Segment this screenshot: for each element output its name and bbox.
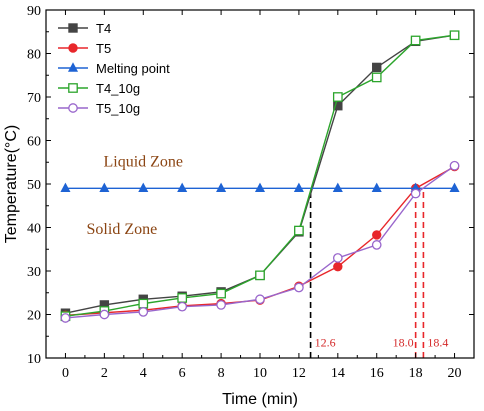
point-2-7 [332, 182, 343, 193]
vline-label-2: 18.4 [427, 336, 448, 350]
point-4-10 [449, 160, 460, 171]
x-tick-label-4: 8 [218, 366, 225, 381]
x-tick-label-9: 18 [409, 366, 423, 381]
legend-label-2: Melting point [96, 61, 170, 76]
legend-marker-0 [68, 23, 78, 33]
legend-label-3: T4_10g [96, 81, 140, 96]
y-tick-label-6: 70 [27, 91, 41, 106]
point-2-1 [99, 182, 110, 193]
x-tick-label-2: 4 [140, 366, 147, 381]
point-4-2 [138, 307, 149, 317]
y-tick-label-2: 30 [27, 265, 41, 280]
x-axis-label: Time (min) [222, 391, 298, 408]
zone-label-0: Liquid Zone [103, 154, 183, 171]
point-4-6 [294, 282, 304, 293]
point-3-5 [255, 270, 265, 281]
legend-entry-4: T5_10g [58, 101, 140, 116]
legend-marker-3 [68, 83, 78, 93]
vline-label-0: 12.6 [315, 336, 336, 350]
series-layer [60, 30, 460, 323]
point-4-8 [371, 240, 382, 250]
x-tick-label-10: 20 [448, 366, 462, 381]
point-3-8 [371, 72, 382, 83]
y-axis-label: Temperature(°C) [3, 125, 20, 243]
y-tick-label-1: 20 [27, 309, 41, 324]
legend-entry-1: T5 [58, 41, 111, 56]
legend-marker-2 [67, 62, 79, 72]
vline-label-1: 18.0 [393, 336, 414, 350]
point-4-1 [99, 309, 110, 320]
point-2-3 [177, 182, 188, 193]
legend-entry-3: T4_10g [58, 81, 140, 96]
point-2-6 [293, 182, 304, 193]
x-tick-label-0: 0 [62, 366, 69, 381]
point-1-7 [333, 261, 343, 272]
point-2-10 [449, 182, 460, 193]
point-3-7 [332, 92, 343, 102]
x-tick-label-8: 16 [370, 366, 384, 381]
point-2-2 [138, 182, 149, 193]
point-2-0 [60, 182, 71, 193]
point-0-8 [372, 62, 382, 73]
axes [45, 9, 475, 359]
chart-text: 12.6 18.0 18.4 0 2 4 6 8 10 12 14 16 18 20 10 20 30 40 50 6… [3, 4, 462, 408]
y-tick-label-0: 10 [27, 352, 41, 367]
y-tick-label-5: 60 [27, 135, 41, 150]
legend-marker-4 [68, 103, 78, 113]
point-4-9 [410, 188, 421, 199]
x-tick-label-3: 6 [179, 366, 186, 381]
series-2 [60, 182, 460, 193]
point-3-4 [216, 288, 226, 299]
point-2-4 [216, 182, 227, 193]
y-tick-label-3: 40 [27, 222, 41, 237]
y-tick-label-8: 90 [27, 4, 41, 19]
point-3-10 [449, 30, 460, 41]
x-tick-label-1: 2 [101, 366, 108, 381]
y-tick-label-7: 80 [27, 48, 41, 63]
point-3-3 [177, 293, 188, 303]
point-3-9 [410, 35, 421, 46]
point-4-5 [255, 294, 265, 305]
legend: T4 T5 Melting point T4_10g T5_10g [58, 21, 170, 116]
legend-marker-1 [68, 43, 78, 53]
point-4-4 [216, 300, 226, 310]
y-tick-label-4: 50 [27, 178, 41, 193]
zone-label-1: Solid Zone [87, 221, 158, 238]
point-3-6 [294, 225, 304, 236]
point-4-0 [60, 313, 71, 323]
point-2-8 [371, 182, 382, 193]
point-4-3 [177, 301, 188, 312]
legend-label-1: T5 [96, 41, 111, 56]
x-tick-label-5: 10 [253, 366, 267, 381]
point-1-8 [372, 230, 382, 240]
legend-label-0: T4 [96, 21, 111, 36]
series-4 [60, 160, 460, 323]
point-4-7 [332, 253, 343, 263]
annotation-lines [309, 188, 425, 358]
legend-label-4: T5_10g [96, 101, 140, 116]
x-tick-label-7: 14 [331, 366, 345, 381]
point-2-5 [254, 182, 266, 193]
x-tick-label-6: 12 [292, 366, 306, 381]
legend-entry-0: T4 [58, 21, 111, 36]
legend-entry-2: Melting point [58, 61, 170, 76]
point-3-2 [138, 298, 149, 309]
